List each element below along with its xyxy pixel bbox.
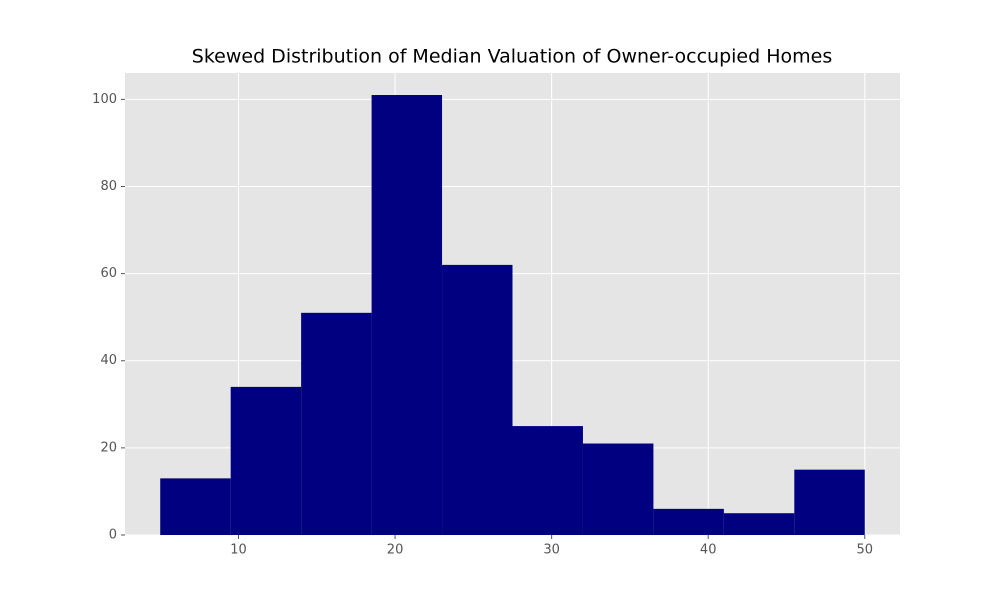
bar	[512, 426, 583, 535]
bar	[160, 478, 231, 535]
x-tick-label: 40	[700, 543, 717, 558]
y-tick-label: 0	[109, 528, 117, 543]
bar	[582, 443, 654, 535]
x-tick-label: 20	[387, 543, 404, 558]
bar	[723, 513, 795, 535]
x-tick-label: 10	[230, 543, 247, 558]
x-tick-label: 50	[856, 543, 873, 558]
bar	[371, 95, 443, 535]
bar	[230, 386, 302, 535]
y-tick-label: 60	[100, 266, 117, 281]
chart-title: Skewed Distribution of Median Valuation …	[192, 46, 832, 68]
x-tick-label: 30	[543, 543, 560, 558]
y-tick-label: 100	[92, 92, 117, 107]
bar	[653, 508, 724, 535]
y-tick-label: 80	[100, 179, 117, 194]
bar	[442, 264, 513, 535]
y-tick-label: 20	[100, 440, 117, 455]
bar	[794, 469, 865, 535]
y-tick-label: 40	[100, 353, 117, 368]
bar	[301, 312, 372, 535]
